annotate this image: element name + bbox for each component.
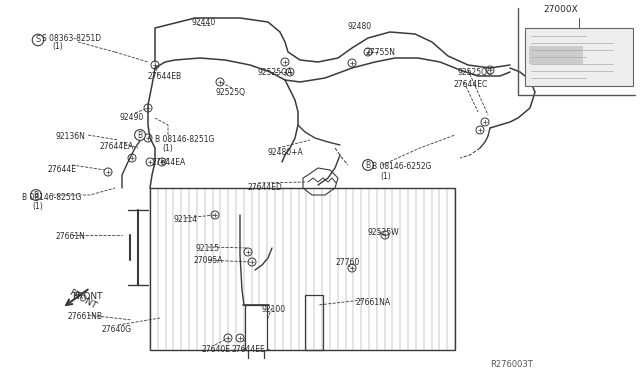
- Text: B: B: [33, 190, 38, 199]
- Text: B 08146-6252G: B 08146-6252G: [372, 162, 431, 171]
- Text: FRONT: FRONT: [72, 292, 102, 301]
- Text: 92525Q: 92525Q: [215, 88, 245, 97]
- Text: 27644EC: 27644EC: [454, 80, 488, 89]
- Text: 92136N: 92136N: [56, 132, 86, 141]
- Text: 92525W: 92525W: [368, 228, 399, 237]
- Text: 92115: 92115: [196, 244, 220, 253]
- Text: 27644EA: 27644EA: [152, 158, 186, 167]
- Text: 92525QC: 92525QC: [458, 68, 493, 77]
- Text: 92440: 92440: [192, 18, 216, 27]
- Text: 27644ED: 27644ED: [248, 183, 283, 192]
- Bar: [529, 46, 583, 64]
- Text: 92490: 92490: [120, 113, 144, 122]
- Text: 92480: 92480: [348, 22, 372, 31]
- Text: 27644EA: 27644EA: [100, 142, 134, 151]
- Bar: [245, 305, 267, 350]
- Text: 92114: 92114: [174, 215, 198, 224]
- Bar: [305, 295, 323, 350]
- Text: 27644E: 27644E: [48, 165, 77, 174]
- Text: (1): (1): [32, 202, 43, 211]
- Text: 27640G: 27640G: [102, 325, 132, 334]
- Text: 92480+A: 92480+A: [268, 148, 304, 157]
- Text: B: B: [138, 131, 143, 140]
- Text: 27095A: 27095A: [194, 256, 223, 265]
- Bar: [525, 28, 633, 86]
- Text: 27000X: 27000X: [543, 5, 578, 14]
- Text: B 08146-8251G: B 08146-8251G: [22, 193, 81, 202]
- Text: 27760: 27760: [336, 258, 360, 267]
- Text: (1): (1): [162, 144, 173, 153]
- Text: S 08363-8251D: S 08363-8251D: [42, 34, 101, 43]
- Text: (1): (1): [52, 42, 63, 51]
- Text: 27661N: 27661N: [55, 232, 85, 241]
- Text: 27644EE: 27644EE: [232, 345, 266, 354]
- Text: B 08146-8251G: B 08146-8251G: [155, 135, 214, 144]
- Text: 92525QA: 92525QA: [258, 68, 293, 77]
- Text: R276003T: R276003T: [490, 360, 532, 369]
- Text: S: S: [35, 35, 40, 45]
- Text: 27640E: 27640E: [202, 345, 231, 354]
- Text: B: B: [365, 160, 371, 170]
- Text: (1): (1): [380, 172, 391, 181]
- Text: 27661NB: 27661NB: [68, 312, 103, 321]
- Text: 27755N: 27755N: [366, 48, 396, 57]
- Text: FRONT: FRONT: [67, 288, 99, 311]
- Text: 92100: 92100: [262, 305, 286, 314]
- Text: 27661NA: 27661NA: [356, 298, 391, 307]
- Text: 27644EB: 27644EB: [148, 72, 182, 81]
